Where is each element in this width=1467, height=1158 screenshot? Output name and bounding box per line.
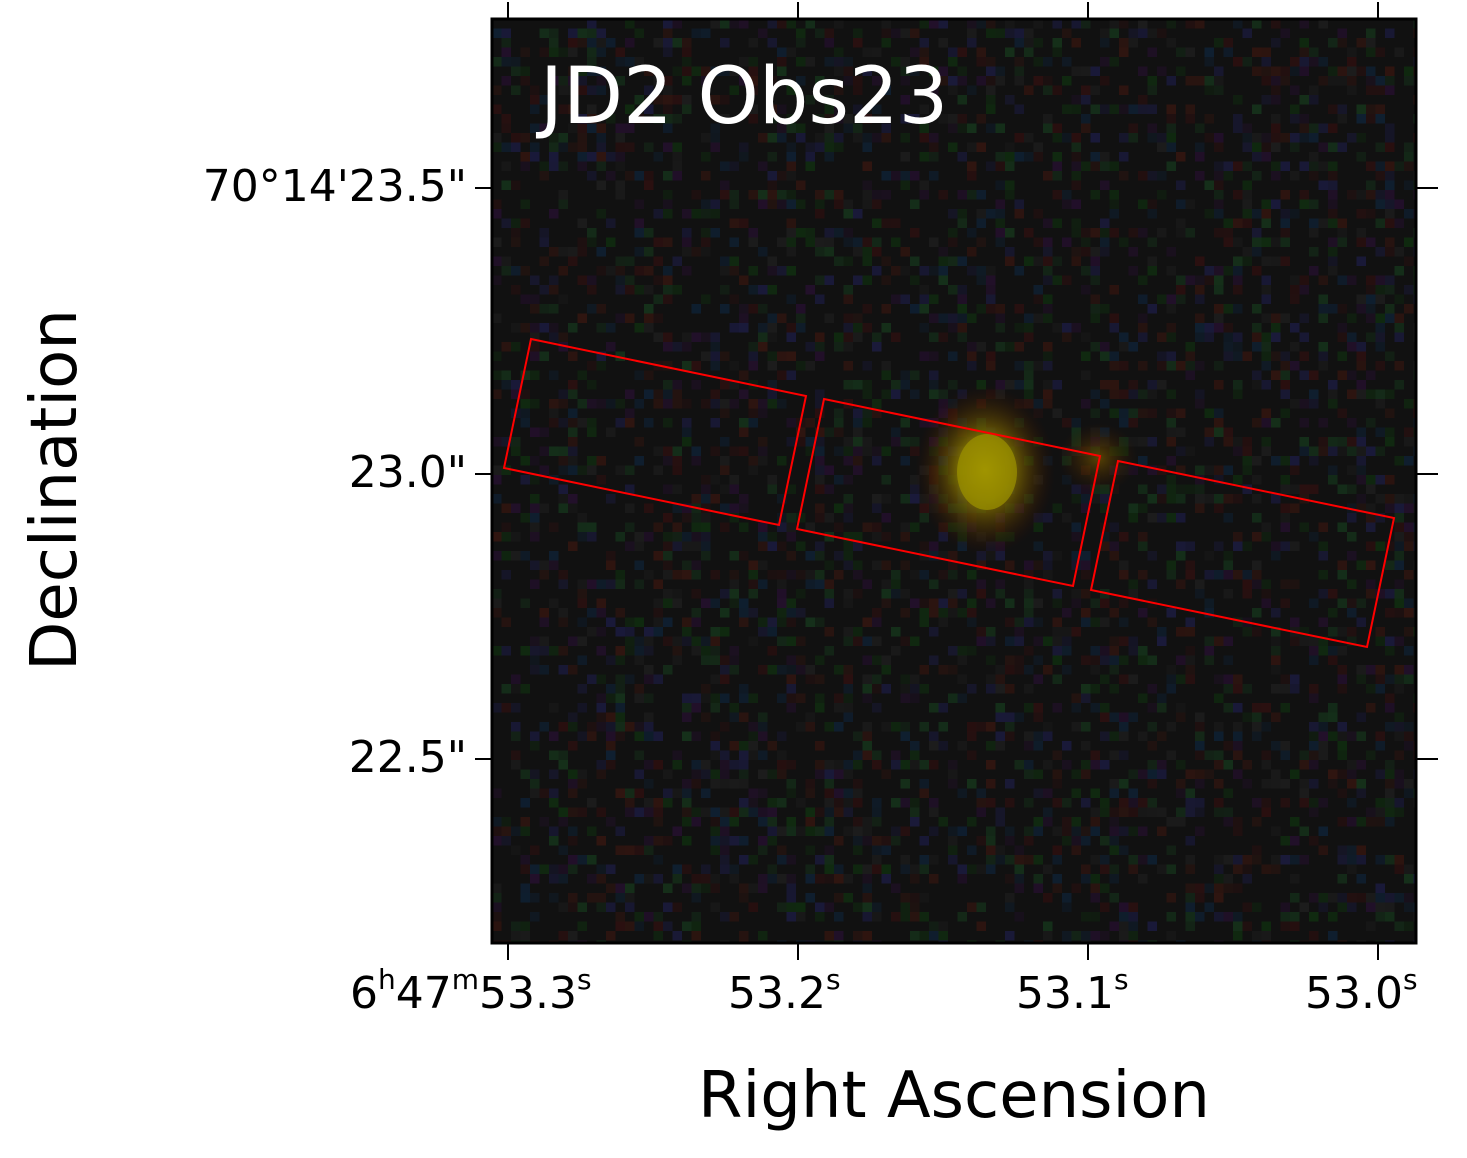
plot-frame <box>490 17 1418 945</box>
y-axis-label: Declination <box>18 309 92 671</box>
image-noise <box>492 19 1416 943</box>
slit-box-right <box>1089 459 1396 649</box>
x-ticks-bottom <box>507 943 1379 960</box>
y-ticks-left <box>475 187 492 760</box>
source-knot <box>1058 423 1138 493</box>
dec-tick-label-2: 23.0" <box>348 447 467 498</box>
dec-tick-label-3: 22.5" <box>348 732 467 783</box>
ra-tick-label-1: 6h47m53.3s <box>350 963 592 1019</box>
dec-tick-label-1: 70°14'23.5" <box>202 161 467 212</box>
ra-tick-label-2: 53.2s <box>728 963 841 1019</box>
ra-tick-label-4: 53.0s <box>1305 963 1418 1019</box>
panel-title: JD2 Obs23 <box>540 52 949 142</box>
ra-tick-label-3: 53.1s <box>1016 963 1129 1019</box>
slit-box-left <box>502 337 808 527</box>
slit-box-center <box>795 397 1102 588</box>
x-axis-label: Right Ascension <box>698 1059 1210 1133</box>
y-ticks-right <box>1416 187 1438 760</box>
source-core <box>957 434 1017 510</box>
x-ticks-top <box>507 2 1379 19</box>
